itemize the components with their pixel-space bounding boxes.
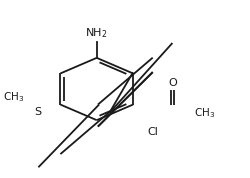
Text: CH$_3$: CH$_3$ — [2, 90, 24, 104]
Text: S: S — [34, 107, 42, 117]
Text: NH$_2$: NH$_2$ — [86, 27, 108, 40]
Text: O: O — [168, 78, 177, 88]
Text: Cl: Cl — [147, 127, 158, 137]
Text: CH$_3$: CH$_3$ — [194, 106, 215, 120]
